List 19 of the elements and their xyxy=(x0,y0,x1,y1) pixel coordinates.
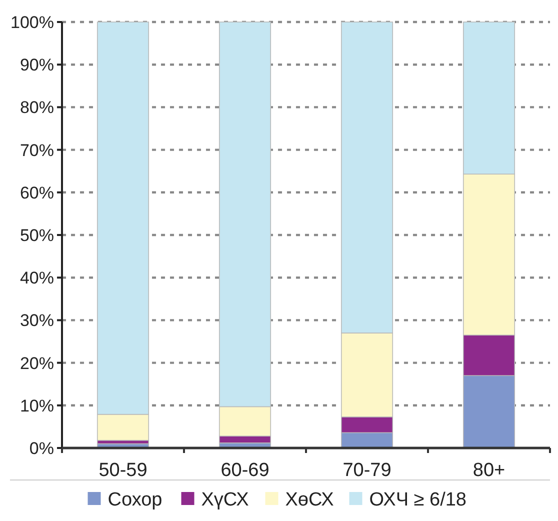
y-tick-label: 100% xyxy=(10,12,54,32)
y-tick-label: 90% xyxy=(20,56,54,75)
legend-label: ХүСХ xyxy=(201,490,250,511)
x-tick-label: 60-69 xyxy=(220,460,270,481)
y-tick-label: 80% xyxy=(20,98,54,118)
x-tick-label: 80+ xyxy=(472,460,506,481)
y-tick-label: 30% xyxy=(20,311,54,330)
legend-label: ХөСХ xyxy=(285,490,334,511)
y-tick-label: 0% xyxy=(29,438,54,458)
y-tick-label: 20% xyxy=(20,354,54,373)
legend-label: ОХЧ ≥ 6/18 xyxy=(369,490,466,511)
y-tick-label: 60% xyxy=(20,183,54,202)
y-tick-label: 40% xyxy=(20,268,54,288)
y-tick-label: 70% xyxy=(20,140,54,160)
x-tick-label: 70-79 xyxy=(342,460,392,481)
y-tick-label: 10% xyxy=(20,396,54,416)
legend-label: Сохор xyxy=(108,490,162,511)
x-tick-label: 50-59 xyxy=(98,460,148,481)
y-tick-label: 50% xyxy=(20,226,54,245)
